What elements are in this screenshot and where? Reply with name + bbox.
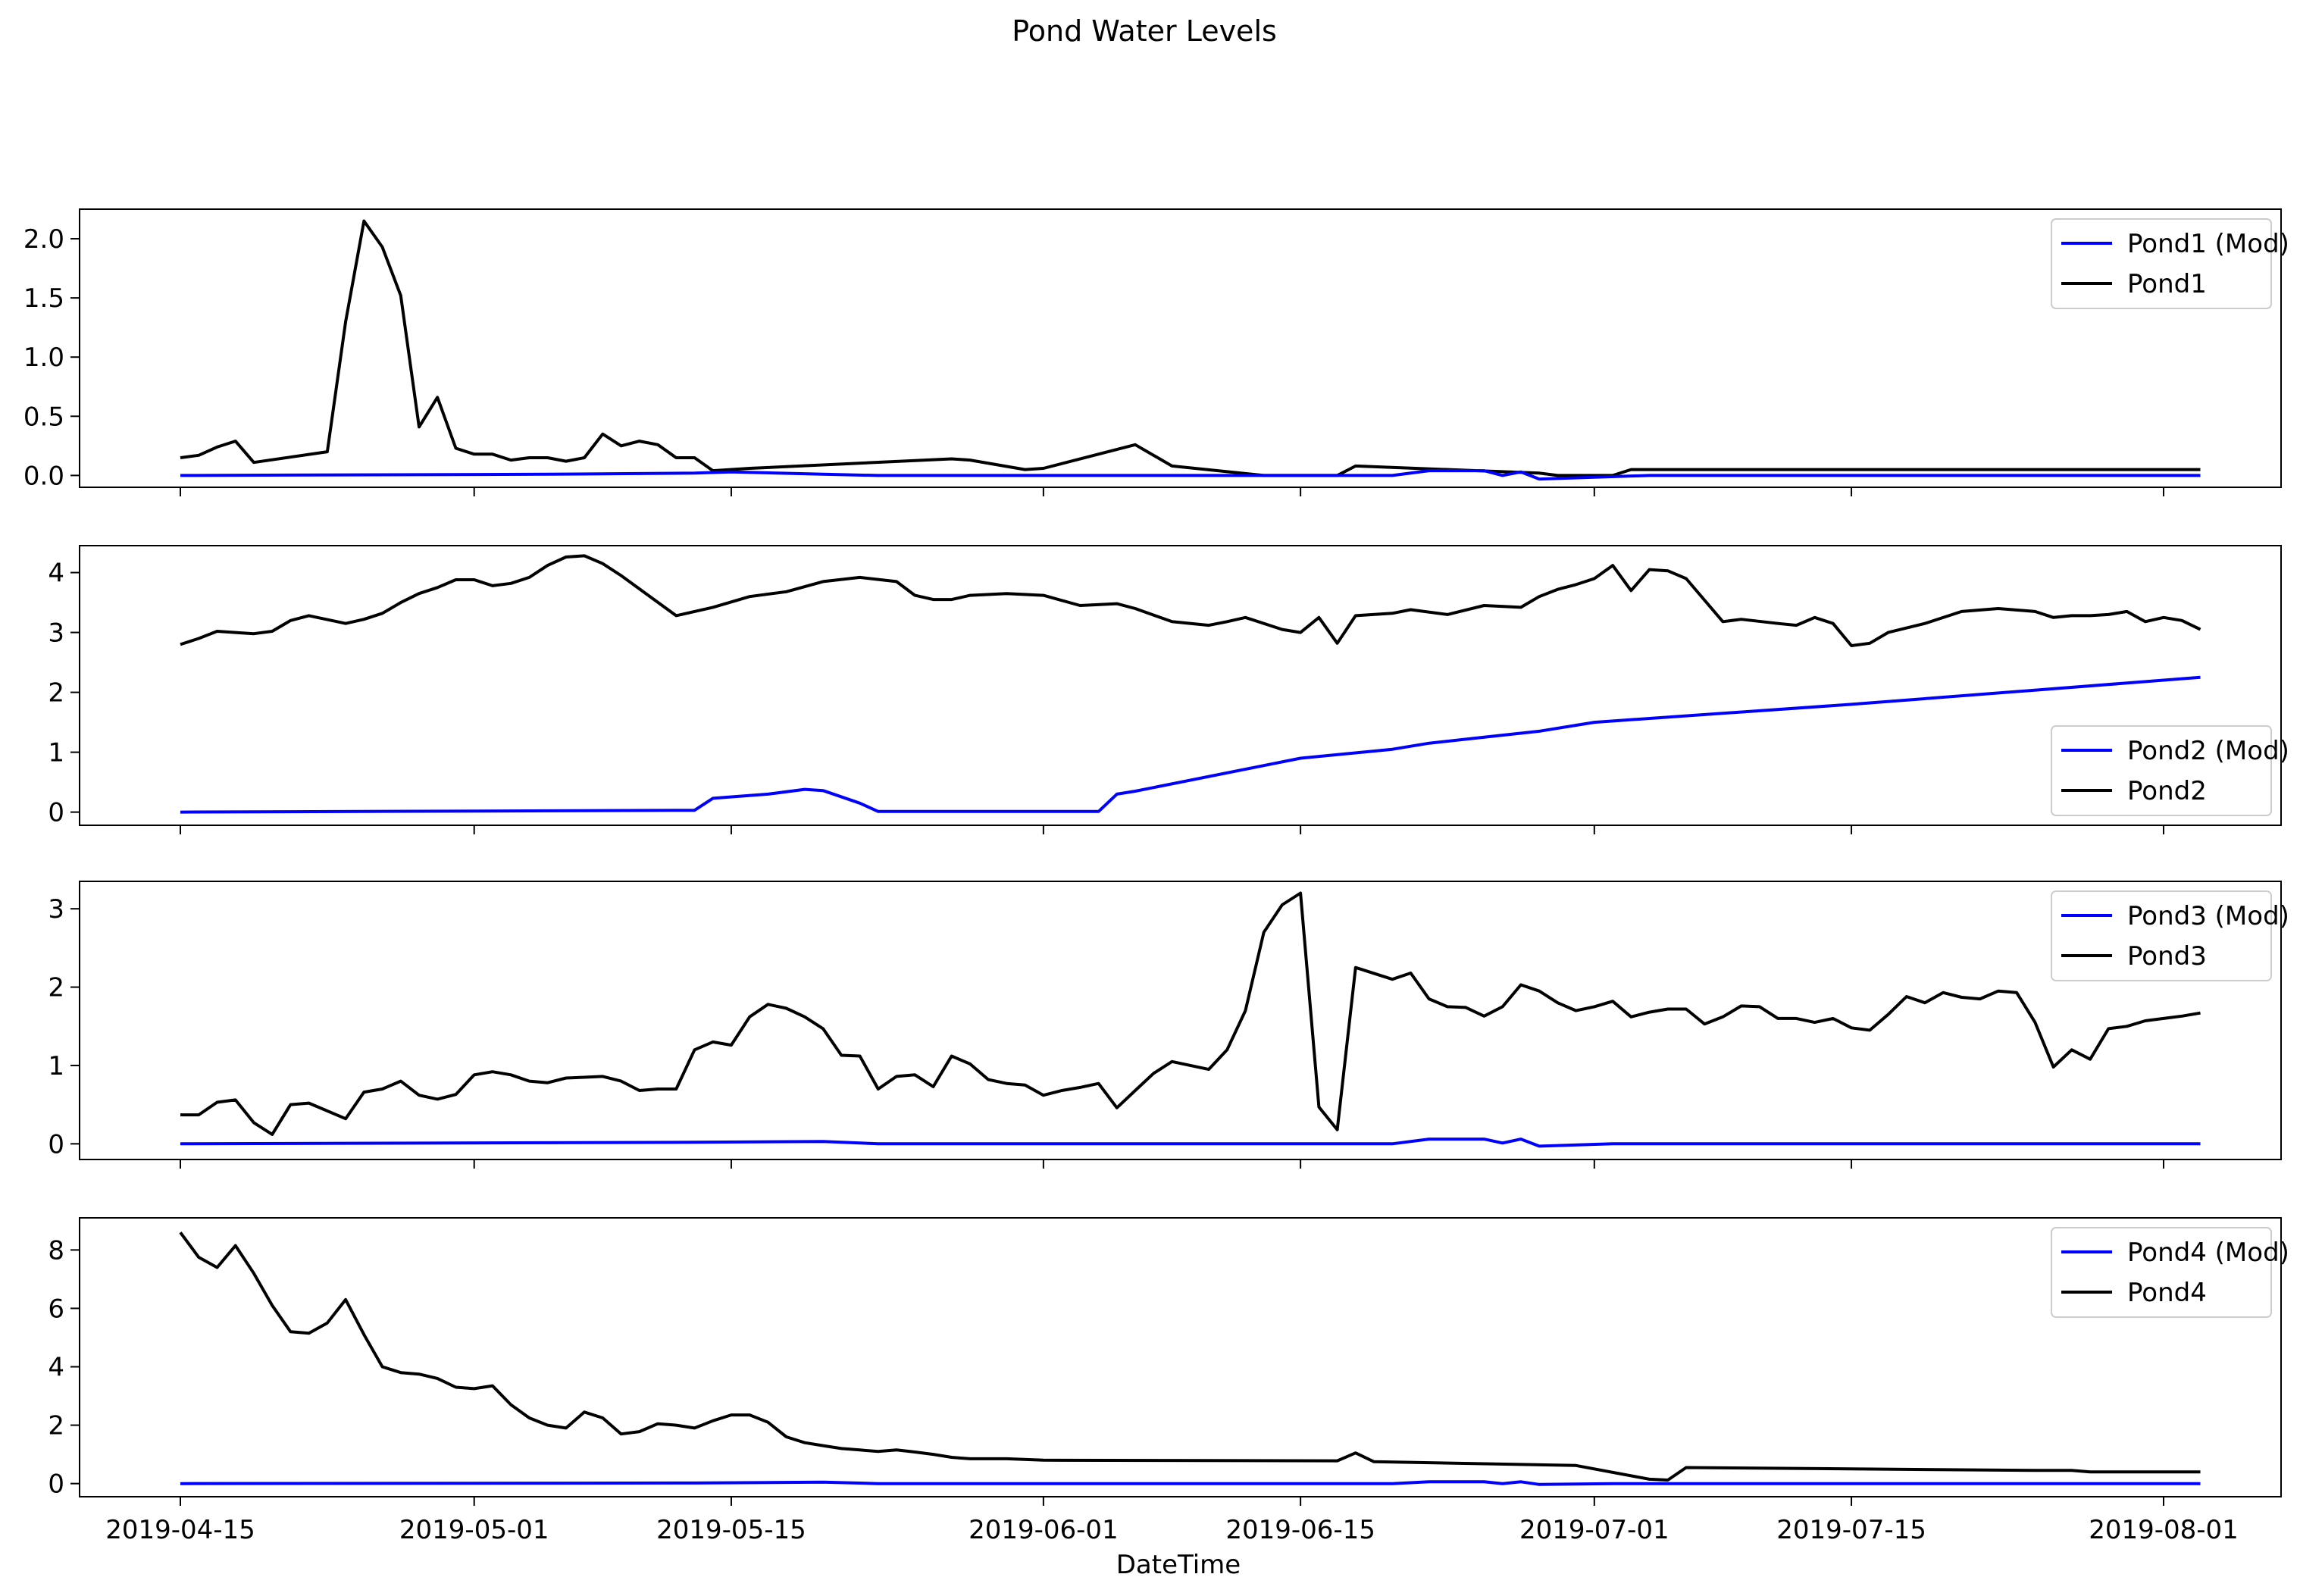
- x-tick-label: 2019-08-01: [2089, 1515, 2239, 1545]
- series-line-pond1: [180, 219, 2201, 477]
- legend-label: Pond4: [2127, 1278, 2207, 1308]
- legend: Pond1 (Mod) Pond1: [2051, 218, 2289, 309]
- series-line-pond3: [180, 891, 2201, 1136]
- axes-frame: [79, 881, 2282, 1160]
- y-tick-label: 1.5: [23, 283, 64, 314]
- x-axis-label: DateTime: [1116, 1550, 1241, 1580]
- series-line-pond2-mod: [180, 675, 2201, 814]
- legend-label: Pond2 (Mod): [2127, 736, 2289, 766]
- y-tick-label: 1: [48, 1051, 64, 1081]
- subplot-3: 0 1 2 3 Pond3 (Mod) Pond3: [48, 881, 2289, 1169]
- x-tick-label: 2019-05-15: [656, 1515, 806, 1545]
- y-tick-label: 2.0: [23, 224, 64, 255]
- y-tick-label: 6: [48, 1294, 64, 1324]
- legend-box: [2051, 890, 2272, 981]
- legend-box: [2051, 1227, 2272, 1318]
- x-tick-label: 2019-06-01: [969, 1515, 1119, 1545]
- y-tick-label: 4: [48, 559, 64, 589]
- y-tick-label: 4: [48, 1353, 64, 1383]
- y-tick-label: 0: [48, 1469, 64, 1500]
- y-tick-label: 3: [48, 618, 64, 649]
- y-tick-label: 1: [48, 738, 64, 768]
- y-tick-label: 2: [48, 1411, 64, 1441]
- subplot-1: 0.0 0.5 1.0 1.5 2.0 Pond1 (Mod) Pond1: [23, 208, 2289, 496]
- legend: Pond2 (Mod) Pond2: [2051, 725, 2289, 816]
- y-tick-label: 3: [48, 894, 64, 925]
- legend-box: [2051, 725, 2272, 816]
- axes-frame: [79, 1217, 2282, 1497]
- legend-label: Pond4 (Mod): [2127, 1238, 2289, 1268]
- y-tick-label: 0.5: [23, 402, 64, 432]
- y-tick-label: 0: [48, 798, 64, 828]
- series-line-pond2: [180, 554, 2201, 647]
- x-tick-label: 2019-07-01: [1519, 1515, 1669, 1545]
- y-tick-label: 2: [48, 973, 64, 1003]
- x-axis-ticks: 2019-04-15 2019-05-01 2019-05-15 2019-06-01…: [105, 1515, 2239, 1545]
- series-line-pond4-mod: [180, 1480, 2201, 1486]
- legend-box: [2051, 218, 2272, 309]
- legend: Pond4 (Mod) Pond4: [2051, 1227, 2289, 1318]
- axes-frame: [79, 545, 2282, 826]
- x-tick-label: 2019-05-01: [399, 1515, 549, 1545]
- y-tick-label: 8: [48, 1235, 64, 1266]
- series-line-pond4: [179, 1231, 2201, 1482]
- figure-title: Pond Water Levels: [1012, 14, 1277, 48]
- y-tick-label: 0: [48, 1129, 64, 1159]
- series-line-pond1-mod: [180, 469, 2201, 481]
- legend-label: Pond3: [2127, 941, 2207, 972]
- x-tick-label: 2019-04-15: [105, 1515, 255, 1545]
- subplot-4: 0 2 4 6 8 Pond4 (Mod) Pond4: [48, 1217, 2289, 1506]
- legend-label: Pond1 (Mod): [2127, 229, 2289, 259]
- subplots: 0.0 0.5 1.0 1.5 2.0 Pond1 (Mod) Pond1 0 1 2 3 4 Pond…: [23, 208, 2289, 1506]
- legend-label: Pond2: [2127, 776, 2207, 806]
- axes-frame: [79, 208, 2282, 488]
- legend-label: Pond1: [2127, 269, 2207, 299]
- legend-label: Pond3 (Mod): [2127, 901, 2289, 931]
- subplot-2: 0 1 2 3 4 Pond2 (Mod) Pond2: [48, 545, 2289, 834]
- legend: Pond3 (Mod) Pond3: [2051, 890, 2289, 981]
- y-tick-label: 2: [48, 678, 64, 709]
- y-tick-label: 0.0: [23, 461, 64, 491]
- series-line-pond3-mod: [180, 1138, 2201, 1148]
- y-tick-label: 1.0: [23, 343, 64, 373]
- x-tick-label: 2019-07-15: [1776, 1515, 1926, 1545]
- x-tick-label: 2019-06-15: [1225, 1515, 1375, 1545]
